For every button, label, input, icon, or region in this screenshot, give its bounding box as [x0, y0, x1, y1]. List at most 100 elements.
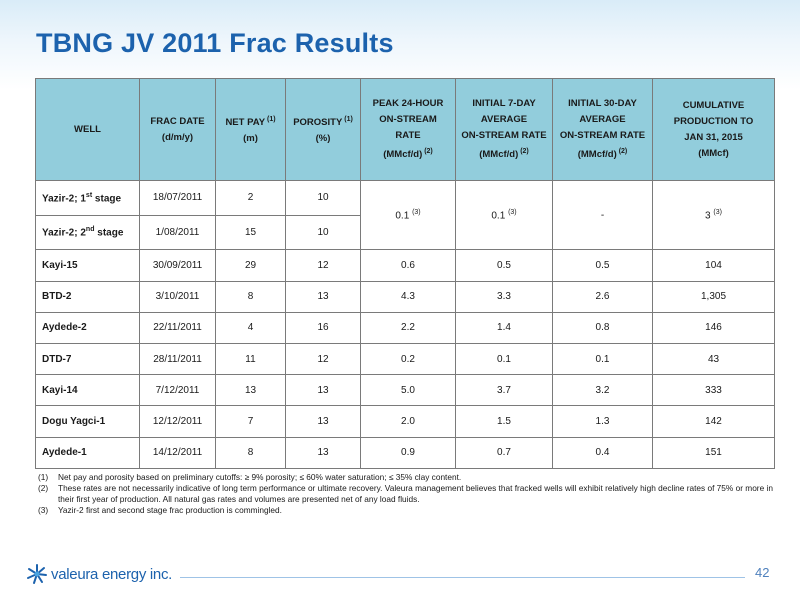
frac-date-cell: 18/07/2011 [139, 180, 216, 216]
footnote-number: (2) [38, 483, 49, 493]
porosity-cell: 13 [285, 405, 361, 438]
porosity-cell: 10 [285, 180, 361, 216]
header-cumulative: CUMULATIVE PRODUCTION TO JAN 31, 2015 (MMcf… [652, 78, 775, 181]
frac-date-cell: 7/12/2011 [139, 374, 216, 407]
company-logo: valeura energy inc. [26, 563, 172, 585]
initial-30-day-cell: 0.1 [552, 343, 653, 376]
frac-results-table: WELL FRAC DATE (d/m/y) NET PAY (1) (m) POR… [35, 78, 775, 470]
well-cell: Kayi-14 [35, 374, 140, 407]
header-net-pay: NET PAY (1) (m) [215, 78, 286, 181]
net-pay-cell: 15 [215, 214, 286, 251]
table-row: Dogu Yagci-1 12/12/2011 7 13 2.0 1.5 1.3 142 [35, 405, 775, 438]
frac-date-cell: 12/12/2011 [139, 405, 216, 438]
porosity-cell: 12 [285, 249, 361, 282]
footnotes: (1) Net pay and porosity based on prelim… [38, 472, 778, 516]
peak-rate-cell: 2.0 [360, 405, 456, 438]
cumulative-cell: 151 [652, 436, 775, 470]
peak-rate-cell: 0.6 [360, 249, 456, 282]
footnote-number: (3) [38, 505, 49, 515]
merged-peak-cell: 0.1 (3) [360, 179, 456, 251]
logo-text: valeura energy inc. [51, 565, 173, 583]
frac-date-cell: 1/08/2011 [139, 214, 216, 251]
initial-7-day-cell: 0.1 [455, 343, 553, 376]
merged-cumulative-cell: 3 (3) [652, 179, 775, 251]
cumulative-cell: 104 [652, 249, 775, 282]
initial-30-day-cell: 3.2 [552, 374, 653, 407]
initial-7-day-cell: 1.4 [455, 311, 553, 345]
footnote-item: (2) These rates are not necessarily indi… [38, 483, 778, 505]
table-row: Kayi-14 7/12/2011 13 13 5.0 3.7 3.2 333 [35, 374, 775, 407]
well-cell: Yazir-2; 2nd stage [35, 214, 140, 251]
peak-rate-cell: 4.3 [360, 280, 456, 313]
net-pay-cell: 7 [215, 405, 286, 438]
peak-rate-cell: 0.2 [360, 343, 456, 376]
table-row: Aydede-1 14/12/2011 8 13 0.9 0.7 0.4 151 [35, 436, 775, 470]
footer-divider [180, 577, 745, 578]
initial-7-day-cell: 1.5 [455, 405, 553, 438]
net-pay-cell: 13 [215, 374, 286, 407]
frac-date-cell: 3/10/2011 [139, 280, 216, 313]
well-cell: BTD-2 [35, 280, 140, 313]
porosity-cell: 13 [285, 436, 361, 470]
peak-rate-cell: 5.0 [360, 374, 456, 407]
page-title: TBNG JV 2011 Frac Results [36, 28, 394, 58]
footnote-number: (1) [38, 472, 49, 482]
header-peak-rate: PEAK 24-HOUR ON-STREAM RATE (MMcf/d) (2) [360, 78, 456, 181]
initial-30-day-cell: 1.3 [552, 405, 653, 438]
header-initial-7-day: INITIAL 7-DAY AVERAGE ON-STREAM RATE (MMcf/… [455, 78, 553, 181]
footnote-text: Net pay and porosity based on preliminar… [58, 472, 462, 482]
initial-7-day-cell: 0.5 [455, 249, 553, 282]
footnote-item: (3) Yazir-2 first and second stage frac … [38, 505, 778, 516]
porosity-cell: 16 [285, 311, 361, 345]
initial-30-day-cell: 0.5 [552, 249, 653, 282]
valeura-starburst-icon [27, 564, 47, 584]
porosity-cell: 13 [285, 280, 361, 313]
frac-date-cell: 22/11/2011 [139, 311, 216, 345]
net-pay-cell: 8 [215, 436, 286, 470]
porosity-cell: 13 [285, 374, 361, 407]
header-porosity: POROSITY (1) (%) [285, 78, 361, 181]
frac-date-cell: 28/11/2011 [139, 343, 216, 376]
table-row: BTD-2 3/10/2011 8 13 4.3 3.3 2.6 1,305 [35, 280, 775, 313]
cumulative-cell: 333 [652, 374, 775, 407]
cumulative-cell: 43 [652, 343, 775, 376]
initial-30-day-cell: 0.8 [552, 311, 653, 345]
cumulative-cell: 142 [652, 405, 775, 438]
initial-7-day-cell: 3.3 [455, 280, 553, 313]
merged-initial30-cell: - [552, 179, 653, 251]
net-pay-cell: 8 [215, 280, 286, 313]
well-cell: Kayi-15 [35, 249, 140, 282]
net-pay-cell: 4 [215, 311, 286, 345]
footnote-text: These rates are not necessarily indicati… [58, 483, 773, 504]
header-well: WELL [35, 78, 140, 181]
page-number: 42 [755, 565, 770, 580]
porosity-cell: 10 [285, 214, 361, 251]
well-cell: Aydede-2 [35, 311, 140, 345]
header-frac-date: FRAC DATE (d/m/y) [139, 78, 216, 181]
net-pay-cell: 11 [215, 343, 286, 376]
cumulative-cell: 146 [652, 311, 775, 345]
initial-30-day-cell: 0.4 [552, 436, 653, 470]
initial-30-day-cell: 2.6 [552, 280, 653, 313]
well-cell: Dogu Yagci-1 [35, 405, 140, 438]
top-gradient-band [0, 0, 800, 90]
cumulative-cell: 1,305 [652, 280, 775, 313]
initial-7-day-cell: 3.7 [455, 374, 553, 407]
table-row: Aydede-2 22/11/2011 4 16 2.2 1.4 0.8 146 [35, 311, 775, 345]
peak-rate-cell: 2.2 [360, 311, 456, 345]
footnote-text: Yazir-2 first and second stage frac prod… [58, 505, 282, 515]
merged-initial7-cell: 0.1 (3) [455, 179, 553, 251]
well-cell: DTD-7 [35, 343, 140, 376]
table-row: Yazir-2; 1st stage 18/07/2011 2 10 0.1 (… [35, 179, 775, 251]
footnote-item: (1) Net pay and porosity based on prelim… [38, 472, 778, 483]
net-pay-cell: 2 [215, 180, 286, 216]
well-cell: Yazir-2; 1st stage [35, 180, 140, 216]
porosity-cell: 12 [285, 343, 361, 376]
initial-7-day-cell: 0.7 [455, 436, 553, 470]
peak-rate-cell: 0.9 [360, 436, 456, 470]
frac-date-cell: 30/09/2011 [139, 249, 216, 282]
table-row: Kayi-15 30/09/2011 29 12 0.6 0.5 0.5 104 [35, 249, 775, 282]
frac-date-cell: 14/12/2011 [139, 436, 216, 470]
well-cell: Aydede-1 [35, 436, 140, 470]
table-row: DTD-7 28/11/2011 11 12 0.2 0.1 0.1 43 [35, 343, 775, 376]
